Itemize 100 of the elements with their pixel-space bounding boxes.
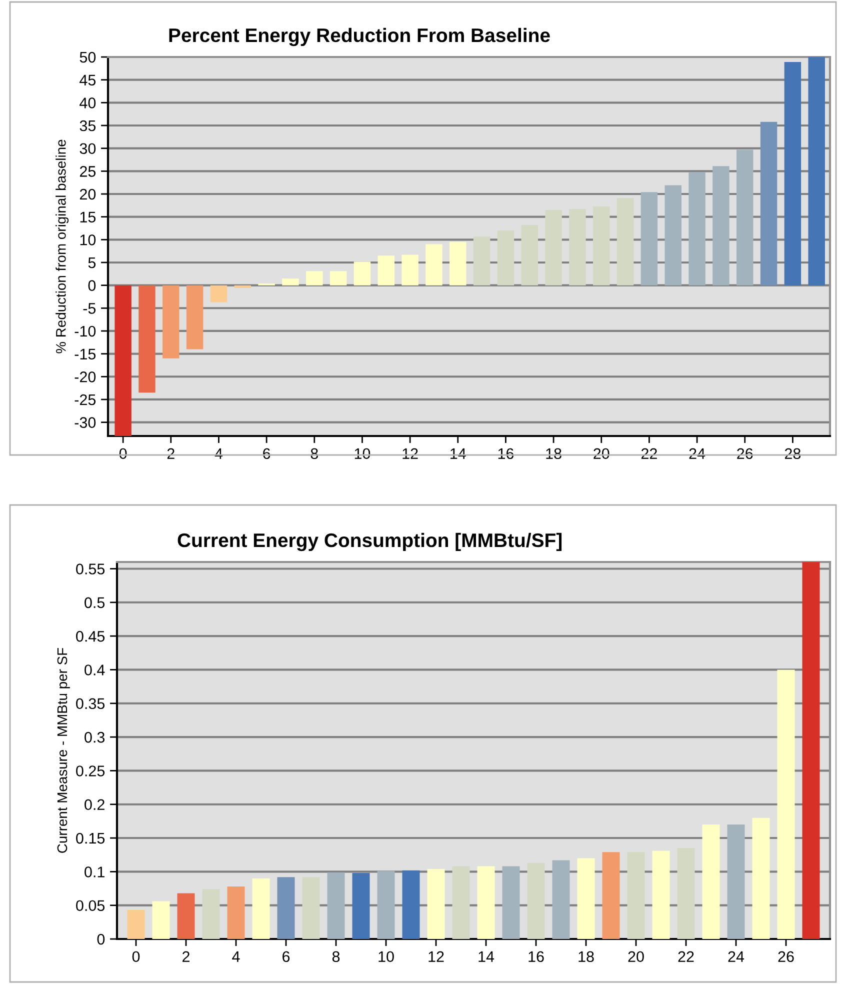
bar: [378, 256, 395, 286]
x-tick-label: 20: [628, 951, 644, 962]
bar: [752, 818, 770, 939]
bar: [477, 866, 495, 939]
bar: [777, 670, 795, 939]
bar: [402, 870, 420, 939]
x-tick-label: 16: [528, 951, 544, 962]
y-tick-label: -5: [83, 303, 96, 314]
bar: [677, 848, 695, 939]
x-tick-label: 0: [132, 951, 140, 962]
chart-title: Percent Energy Reduction From Baseline: [169, 28, 550, 46]
bar: [402, 254, 418, 286]
y-tick-label: 0: [88, 280, 96, 291]
bar: [545, 210, 562, 286]
bar: [712, 166, 730, 286]
x-tick-label: 22: [678, 951, 694, 962]
y-tick-label: 40: [80, 98, 96, 108]
y-tick-label: 0.25: [76, 766, 105, 776]
y-axis-title: % Reduction from original baseline: [56, 140, 69, 354]
y-tick-label: 0.4: [84, 664, 105, 676]
bar: [330, 271, 347, 286]
y-tick-label: 50: [80, 52, 96, 63]
y-tick-label: 25: [80, 166, 96, 177]
bar: [688, 172, 706, 286]
y-tick-label: -30: [74, 417, 96, 428]
x-tick-label: 26: [778, 951, 794, 962]
bar: [727, 824, 745, 939]
y-tick-label: 0.35: [76, 698, 105, 710]
bar: [808, 57, 825, 286]
y-tick-label: 0: [97, 934, 105, 945]
bar: [277, 877, 295, 939]
y-tick-label: 0.1: [84, 866, 104, 878]
bar: [452, 866, 470, 939]
bar: [760, 122, 778, 286]
bar: [664, 185, 682, 286]
bar: [602, 852, 620, 939]
bar: [282, 278, 299, 286]
bar: [736, 150, 754, 286]
y-tick-label: 45: [80, 74, 96, 86]
y-tick-label: 0.55: [76, 564, 105, 574]
y-tick-label: 0.45: [76, 630, 105, 642]
y-tick-label: 35: [80, 120, 96, 132]
x-tick-label: 24: [728, 951, 744, 962]
bar: [652, 850, 670, 939]
x-tick-label: 2: [182, 951, 190, 962]
x-tick-label: 10: [378, 951, 394, 962]
bar: [640, 192, 658, 286]
bar: [186, 285, 204, 350]
bar: [497, 230, 514, 286]
x-tick-label: 12: [428, 951, 444, 962]
bar: [473, 236, 490, 286]
y-tick-label: 0.15: [76, 832, 105, 844]
bar: [152, 901, 170, 939]
bar: [450, 242, 466, 286]
bar: [327, 872, 345, 939]
bar: [210, 285, 228, 302]
bar: [162, 285, 180, 358]
bar: [352, 873, 370, 939]
bar: [802, 562, 820, 939]
y-tick-label: -10: [74, 326, 96, 337]
bar: [552, 860, 570, 939]
x-tick-label: 12: [402, 448, 418, 459]
bar: [577, 858, 595, 939]
y-tick-label: 0.05: [76, 900, 105, 912]
bar: [502, 866, 520, 939]
y-tick-label: -25: [74, 394, 96, 406]
bar: [784, 62, 802, 286]
y-tick-label: 0.3: [84, 732, 105, 743]
bar: [252, 878, 270, 939]
bar: [616, 198, 634, 286]
bar: [627, 852, 645, 939]
y-tick-label: 30: [80, 143, 96, 154]
bar: [114, 285, 132, 436]
x-tick-label: 14: [478, 951, 494, 962]
y-tick-label: 10: [80, 234, 96, 246]
bar: [354, 262, 371, 286]
bar: [202, 889, 220, 939]
y-tick-label: 15: [80, 212, 96, 223]
bar: [234, 285, 252, 288]
x-tick-label: 8: [332, 951, 340, 962]
chart-title: Current Energy Consumption [MMBtu/SF]: [178, 532, 562, 552]
x-tick-label: 18: [578, 951, 594, 962]
bar: [306, 271, 323, 286]
y-tick-label: -15: [74, 348, 96, 360]
bar: [426, 244, 442, 286]
bar: [527, 862, 545, 939]
x-tick-label: 4: [232, 951, 240, 962]
bar: [593, 206, 610, 286]
y-axis-title: Current Measure - MMBtu per SF: [57, 648, 70, 853]
bar: [302, 877, 320, 939]
bar: [427, 868, 445, 939]
y-tick-label: 0.2: [84, 799, 104, 810]
bar: [138, 285, 156, 393]
y-tick-label: -20: [74, 372, 96, 382]
bar: [377, 871, 395, 939]
y-tick-label: 5: [88, 258, 96, 268]
y-tick-label: 20: [80, 188, 96, 200]
y-tick-label: 0.5: [84, 597, 105, 608]
bar: [521, 225, 538, 286]
bar: [227, 886, 245, 939]
